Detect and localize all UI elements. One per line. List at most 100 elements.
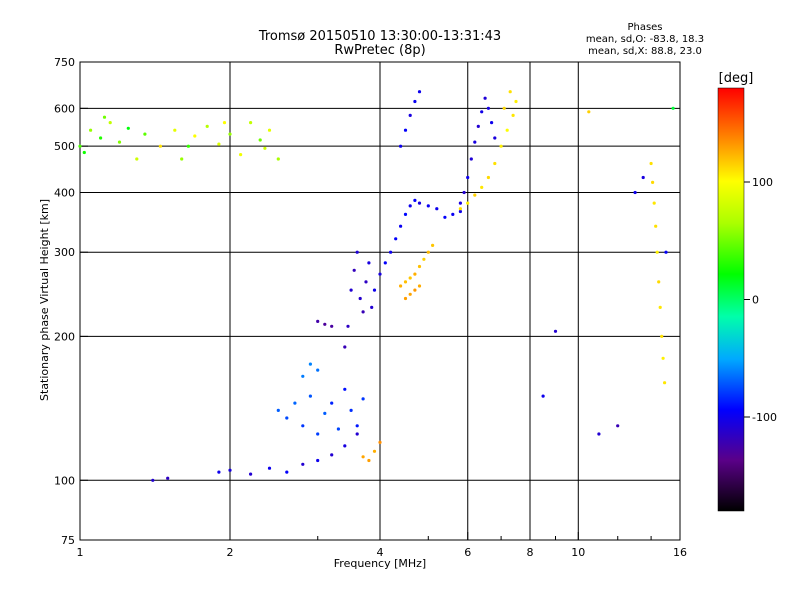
data-point <box>431 243 435 247</box>
x-tick-label: 16 <box>673 546 687 559</box>
data-point <box>151 478 155 482</box>
data-point <box>330 453 334 457</box>
data-point <box>367 458 371 463</box>
data-point <box>364 280 368 284</box>
data-point <box>466 175 470 180</box>
data-point <box>458 209 462 214</box>
data-point <box>276 408 280 412</box>
data-point <box>222 121 227 125</box>
y-tick-label: 750 <box>54 56 75 69</box>
data-point <box>469 157 473 161</box>
data-point <box>417 90 422 94</box>
data-point <box>301 374 305 378</box>
data-point <box>82 150 86 155</box>
data-point <box>514 99 518 104</box>
data-point <box>476 124 480 128</box>
data-point <box>651 180 655 184</box>
data-point <box>143 132 147 136</box>
data-point <box>399 144 403 148</box>
data-point <box>383 261 387 265</box>
data-point <box>587 110 591 114</box>
data-point <box>343 444 347 448</box>
colorbar-gradient <box>717 87 745 512</box>
data-point <box>316 432 320 436</box>
data-point <box>493 161 497 166</box>
data-point <box>483 96 487 100</box>
data-point <box>308 394 312 398</box>
data-point <box>108 121 112 125</box>
data-point <box>655 250 659 254</box>
data-point <box>349 408 353 412</box>
data-point <box>466 201 470 205</box>
data-point <box>443 215 447 219</box>
data-point <box>228 132 232 136</box>
y-tick-label: 300 <box>54 246 75 259</box>
data-point <box>293 401 297 405</box>
data-point <box>361 397 365 401</box>
data-point <box>541 394 545 398</box>
data-point <box>511 113 515 117</box>
data-point <box>258 138 262 142</box>
data-point <box>330 401 334 405</box>
y-tick-label: 400 <box>54 186 75 199</box>
data-point <box>173 128 177 132</box>
data-point <box>249 472 253 476</box>
data-point <box>276 157 280 161</box>
data-point <box>499 144 503 148</box>
data-point <box>394 237 398 241</box>
data-point <box>403 280 408 284</box>
data-point <box>249 121 253 125</box>
data-point <box>193 134 197 138</box>
data-point <box>403 128 408 132</box>
data-point <box>486 175 490 180</box>
x-axis-label: Frequency [MHz] <box>334 557 426 570</box>
data-point <box>473 193 477 197</box>
data-point <box>502 106 506 110</box>
data-point <box>355 432 359 436</box>
data-point <box>180 157 184 161</box>
data-point <box>301 424 305 428</box>
points-layer <box>78 90 675 482</box>
data-point <box>508 90 512 94</box>
data-point <box>355 250 359 254</box>
data-point <box>654 224 658 228</box>
data-point <box>399 284 403 288</box>
stats-title: Phases <box>627 22 662 33</box>
data-point <box>285 416 289 420</box>
data-point <box>462 190 466 195</box>
data-point <box>403 296 408 301</box>
data-point <box>664 250 668 254</box>
data-point <box>663 381 667 385</box>
data-point <box>343 345 347 349</box>
data-point <box>285 470 289 474</box>
data-point <box>408 292 412 296</box>
y-tick-label: 500 <box>54 140 75 153</box>
data-point <box>658 305 662 309</box>
stats-x: mean, sd,X: 88.8, 23.0 <box>588 46 702 57</box>
data-point <box>323 411 327 415</box>
data-point <box>352 268 356 272</box>
data-point <box>435 207 439 211</box>
data-point <box>399 224 403 228</box>
data-point <box>217 142 221 146</box>
x-tick-label: 6 <box>464 546 471 559</box>
colorbar-ticks: 100 0 -100 <box>744 176 777 424</box>
colorbar-tick-label: 100 <box>752 176 773 189</box>
data-point <box>652 201 656 205</box>
data-point <box>413 198 417 202</box>
colorbar-label: [deg] <box>719 71 754 86</box>
data-point <box>408 276 412 280</box>
data-point <box>458 201 462 205</box>
x-tick-label: 4 <box>377 546 384 559</box>
y-tick-label: 75 <box>61 534 75 547</box>
data-point <box>308 362 312 366</box>
data-point <box>378 272 382 276</box>
data-point <box>473 140 477 144</box>
grid-layer <box>79 62 681 540</box>
data-point <box>330 324 334 328</box>
data-point <box>616 424 620 428</box>
data-point <box>361 455 365 459</box>
data-point <box>323 322 327 326</box>
chart-subtitle: RwPretec (8p) <box>334 43 425 58</box>
